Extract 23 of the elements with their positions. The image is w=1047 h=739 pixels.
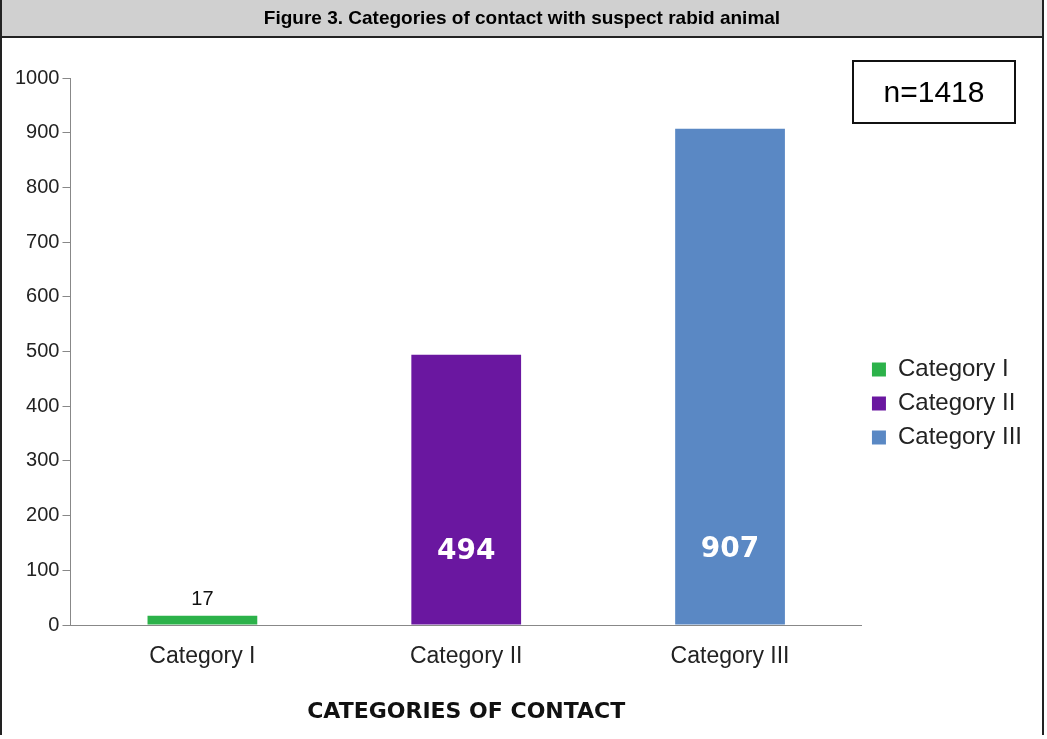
legend-label: Category II bbox=[897, 388, 1016, 416]
y-tick-label: 300 bbox=[26, 448, 60, 471]
x-axis-title: CATEGORIES OF CONTACT bbox=[307, 697, 626, 723]
x-tick-label: Category I bbox=[149, 642, 256, 669]
y-tick-label: 800 bbox=[26, 174, 60, 197]
y-tick-label: 900 bbox=[26, 120, 60, 143]
data-label: 17 bbox=[191, 587, 214, 610]
data-label: 907 bbox=[700, 531, 760, 565]
legend-label: Category I bbox=[897, 354, 1009, 382]
y-tick-label: 700 bbox=[26, 229, 60, 252]
x-tick-label: Category III bbox=[670, 642, 790, 669]
y-tick-label: 1000 bbox=[14, 65, 60, 88]
text: n=1418 bbox=[852, 60, 1016, 124]
legend-label: Category III bbox=[897, 422, 1023, 450]
data-label: 494 bbox=[436, 532, 496, 566]
x-tick-label: Category II bbox=[409, 642, 523, 669]
y-tick-label: 200 bbox=[26, 503, 60, 526]
y-tick-label: 600 bbox=[26, 284, 60, 307]
y-tick-label: 0 bbox=[48, 612, 60, 635]
chart-title: Figure 3. Categories of contact with suspect rabid animal bbox=[2, 0, 1042, 38]
y-tick-label: 100 bbox=[26, 557, 60, 580]
y-tick-label: 500 bbox=[26, 339, 60, 362]
y-tick-label: 400 bbox=[26, 393, 60, 416]
